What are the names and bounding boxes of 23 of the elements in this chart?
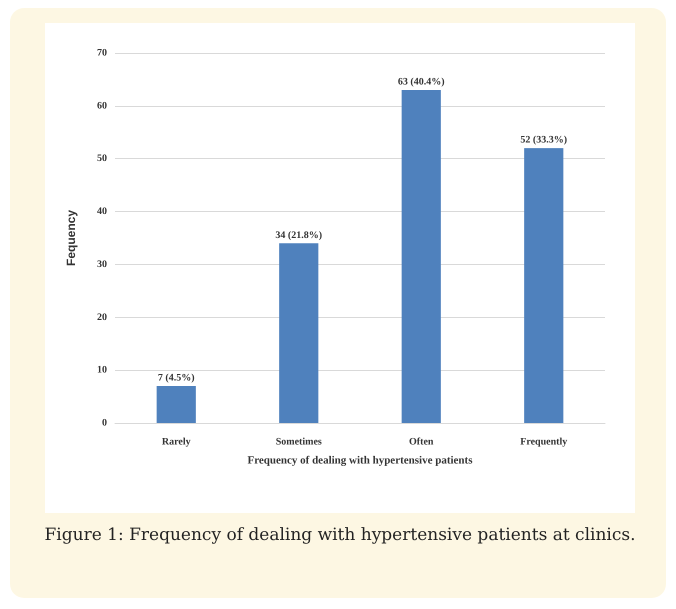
bar [524,148,564,423]
y-tick-label: 40 [97,206,107,218]
y-tick-label: 20 [97,312,107,323]
x-tick-label: Rarely [162,436,191,448]
x-tick-label: Sometimes [276,436,322,448]
y-axis-title: Fequency [64,210,78,266]
bar [402,90,441,423]
y-tick-label: 50 [97,153,107,164]
x-tick-label: Often [409,436,434,448]
bar [156,386,196,423]
y-tick-label: 70 [97,48,107,58]
y-tick-label: 10 [97,364,107,376]
y-tick-label: 60 [97,100,107,112]
x-tick-label: Frequently [520,436,568,448]
bar [279,243,318,423]
caption: Figure 1: Frequency of dealing with hypertensive patients at clinics. [44,524,636,547]
x-axis-title: Frequency of dealing with hypertensive patients [248,454,474,466]
y-tick-label: 30 [97,258,107,270]
data-label: 52 (33.3%) [520,134,568,146]
data-label: 7 (4.5%) [158,372,195,384]
data-label: 34 (21.8%) [275,230,322,241]
y-tick-label: 0 [102,418,107,428]
data-label: 63 (40.4%) [398,76,445,88]
